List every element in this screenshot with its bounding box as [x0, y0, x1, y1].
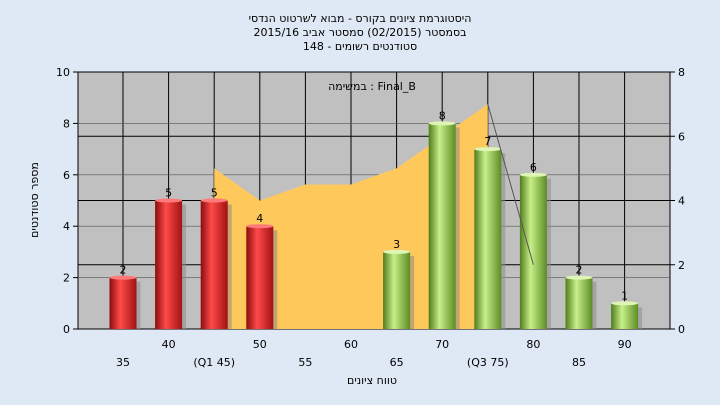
bar — [474, 149, 502, 329]
y2-tick-label: 2 — [678, 259, 685, 272]
bar-value-label: 4 — [256, 212, 263, 225]
bar-value-label: 3 — [393, 238, 400, 251]
y-tick-label: 6 — [63, 169, 70, 182]
x-tick-label: 40 — [162, 338, 176, 351]
x-tick-label: (Q1 45) — [193, 356, 235, 369]
x-tick-label: 80 — [526, 338, 540, 351]
x-tick-label: 65 — [390, 356, 404, 369]
bar-series — [109, 121, 643, 330]
y2-tick-label: 0 — [678, 323, 685, 336]
bar-top — [565, 275, 593, 280]
x-tick-label: 50 — [253, 338, 267, 351]
y-tick-label: 2 — [63, 272, 70, 285]
bar-value-label: 6 — [530, 161, 537, 174]
x-tick-label: 70 — [435, 338, 449, 351]
y-tick-label: 8 — [63, 117, 70, 130]
bar — [519, 174, 547, 329]
y-tick-label: 4 — [63, 220, 70, 233]
y-axis-title: מספר סטודנטים — [28, 162, 41, 238]
bar — [428, 123, 456, 330]
bar-top — [155, 198, 183, 203]
x-axis-title: טווח ציונים — [347, 374, 397, 387]
chart-annotation: במשימה : Final_B — [328, 80, 416, 93]
bar-top — [428, 121, 456, 126]
bar — [565, 277, 593, 329]
bar-value-label: 5 — [165, 187, 172, 200]
bar — [155, 200, 183, 329]
bar-value-label: 1 — [621, 289, 628, 302]
x-tick-label: (Q3 75) — [467, 356, 509, 369]
bar-value-label: 5 — [211, 187, 218, 200]
title-line-2: בסמסטר (02/2015) סמסטר אביב 2015/16 — [253, 26, 466, 39]
x-tick-label: 85 — [572, 356, 586, 369]
bar-value-label: 8 — [439, 109, 446, 122]
x-axis-ticks: 35 40 (Q1 45) 50 55 60 65 70 (Q3 75) 80 85 90 — [116, 338, 632, 369]
y-tick-label: 10 — [56, 66, 70, 79]
bar — [383, 251, 411, 329]
bar-value-label: 2 — [576, 264, 583, 277]
y-tick-label: 0 — [63, 323, 70, 336]
y2-axis-ticks: 0 2 4 6 8 — [670, 66, 685, 336]
y-axis-ticks: 0 2 4 6 8 10 — [56, 66, 78, 336]
trend-line — [487, 103, 534, 265]
bar-top — [519, 172, 547, 177]
bar-top — [246, 224, 274, 229]
bar-value-label: 7 — [484, 135, 491, 148]
y2-tick-label: 8 — [678, 66, 685, 79]
chart-title: היסטוגרמת ציונים בקורס - מבוא לשרטוט הנד… — [249, 12, 472, 53]
bar-value-label: 2 — [120, 264, 127, 277]
bar-top — [109, 275, 137, 280]
bar-top — [474, 147, 502, 152]
bar-top — [200, 198, 228, 203]
bar — [246, 226, 274, 329]
bar — [611, 303, 639, 329]
title-line-1: היסטוגרמת ציונים בקורס - מבוא לשרטוט הנד… — [249, 12, 472, 25]
area-series — [214, 104, 488, 329]
x-tick-label: 60 — [344, 338, 358, 351]
x-tick-label: 55 — [298, 356, 312, 369]
bar — [200, 200, 228, 329]
x-tick-label: 90 — [618, 338, 632, 351]
value-labels: 2 5 5 4 3 8 7 6 2 1 — [120, 109, 629, 302]
y2-tick-label: 4 — [678, 195, 685, 208]
y2-tick-label: 6 — [678, 130, 685, 143]
bar — [109, 277, 137, 329]
bar-top — [611, 301, 639, 306]
x-tick-label: 35 — [116, 356, 130, 369]
title-line-3: סטודנטים רשומים - 148 — [303, 40, 417, 53]
bar-top — [383, 249, 411, 254]
